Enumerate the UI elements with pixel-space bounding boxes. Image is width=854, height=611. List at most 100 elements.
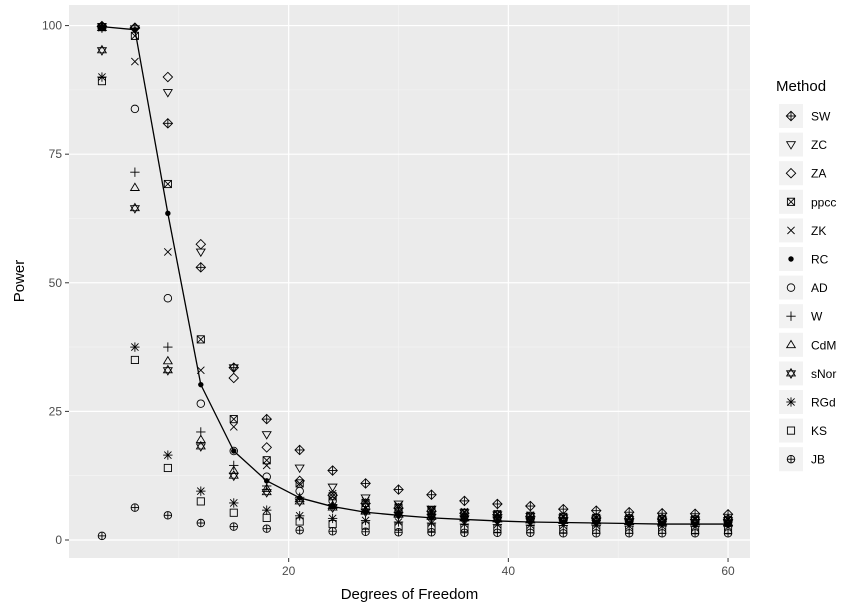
point-rgd (196, 486, 206, 496)
point-rgd (459, 519, 470, 529)
legend-key (779, 275, 803, 300)
point-rc (132, 26, 138, 33)
point-snor (195, 440, 206, 452)
point-rgd (262, 505, 272, 515)
point-jb (690, 529, 700, 538)
point-rgd (492, 519, 503, 530)
legend-key (779, 361, 803, 386)
point-jb (229, 522, 238, 531)
point-ppcc (196, 335, 205, 344)
point-snor (96, 44, 108, 56)
y-tick-label: 100 (42, 19, 62, 33)
point-rc (198, 381, 204, 388)
point-rc (165, 210, 171, 217)
point-snor (162, 364, 173, 376)
point-zc (261, 431, 272, 440)
legend-symbol-ks (786, 426, 796, 435)
legend-symbol-ppcc (786, 197, 796, 206)
legend-label: CdM (811, 338, 836, 352)
point-jb (657, 529, 667, 538)
point-sw (327, 465, 338, 476)
point-rgd (360, 515, 371, 526)
y-tick-label: 75 (49, 147, 63, 161)
point-rgd (163, 450, 173, 460)
point-rgd (130, 342, 140, 352)
legend-label: SW (811, 110, 831, 124)
legend-key (779, 418, 803, 443)
point-ad (229, 446, 238, 456)
y-tick-label: 0 (55, 533, 62, 547)
point-snor (360, 506, 371, 518)
legend-symbol-snor (785, 367, 797, 379)
legend-key (779, 332, 803, 357)
point-zk (196, 366, 205, 375)
point-cdm (96, 22, 108, 31)
axes: 20 40 60 0 25 50 75 100 (42, 19, 735, 578)
point-sw (459, 495, 470, 507)
legend: Method SW ZC ZA ppcc ZK RC AD W CdM sNor RGd KS JB (776, 78, 836, 472)
point-jb (559, 529, 568, 538)
point-jb (295, 525, 304, 535)
legend-item-za: ZA (779, 161, 826, 186)
point-rgd (229, 498, 239, 508)
legend-label: RGd (811, 396, 836, 410)
grid (69, 5, 750, 558)
point-ppcc (229, 415, 238, 424)
point-snor (327, 502, 338, 514)
legend-key (779, 132, 803, 157)
point-zk (262, 461, 271, 470)
point-sw (426, 489, 437, 501)
point-ks (262, 513, 271, 522)
legend-label: ZA (811, 167, 826, 181)
point-jb (262, 524, 271, 533)
point-jb (394, 528, 403, 537)
point-sw (261, 413, 273, 425)
point-za (228, 372, 240, 384)
x-tick-label: 60 (721, 564, 735, 578)
legend-item-jb: JB (779, 447, 825, 472)
point-jb (460, 528, 469, 538)
point-ppcc (163, 179, 172, 189)
data-points (96, 20, 734, 541)
point-w (130, 167, 140, 177)
point-jb (427, 528, 436, 537)
point-rgd (591, 520, 601, 531)
y-tick-label: 50 (49, 276, 63, 290)
series-jb (97, 503, 733, 541)
legend-symbol-rgd (786, 397, 796, 407)
legend-item-ks: KS (779, 418, 827, 443)
legend-label: W (811, 310, 823, 324)
point-zc (228, 364, 239, 373)
legend-item-cdm: CdM (779, 332, 836, 357)
legend-label: ZK (811, 224, 826, 238)
legend-item-ppcc: ppcc (779, 189, 836, 214)
point-rgd (426, 518, 437, 528)
point-zk (163, 248, 172, 256)
point-za (294, 475, 305, 487)
point-jb (130, 503, 140, 512)
point-jb (163, 511, 173, 520)
point-ks (97, 77, 107, 86)
point-zc (393, 500, 404, 510)
point-sw (294, 444, 305, 456)
point-za (162, 71, 174, 83)
point-jb (591, 529, 601, 538)
point-cdm (294, 493, 305, 503)
x-axis-title: Degrees of Freedom (341, 586, 479, 603)
point-rgd (525, 520, 536, 530)
point-jb (723, 529, 733, 538)
point-ks (229, 508, 238, 517)
point-sw (360, 478, 371, 489)
point-sw (393, 484, 404, 495)
point-cdm (261, 483, 272, 492)
point-jb (624, 529, 634, 538)
point-ks (130, 355, 139, 364)
legend-symbol-zk (787, 226, 795, 235)
legend-symbol-zc (785, 141, 797, 150)
legend-label: JB (811, 453, 825, 467)
legend-label: ppcc (811, 195, 836, 209)
legend-symbol-rc (788, 256, 794, 262)
legend-label: sNor (811, 367, 836, 381)
point-ad (196, 399, 206, 408)
